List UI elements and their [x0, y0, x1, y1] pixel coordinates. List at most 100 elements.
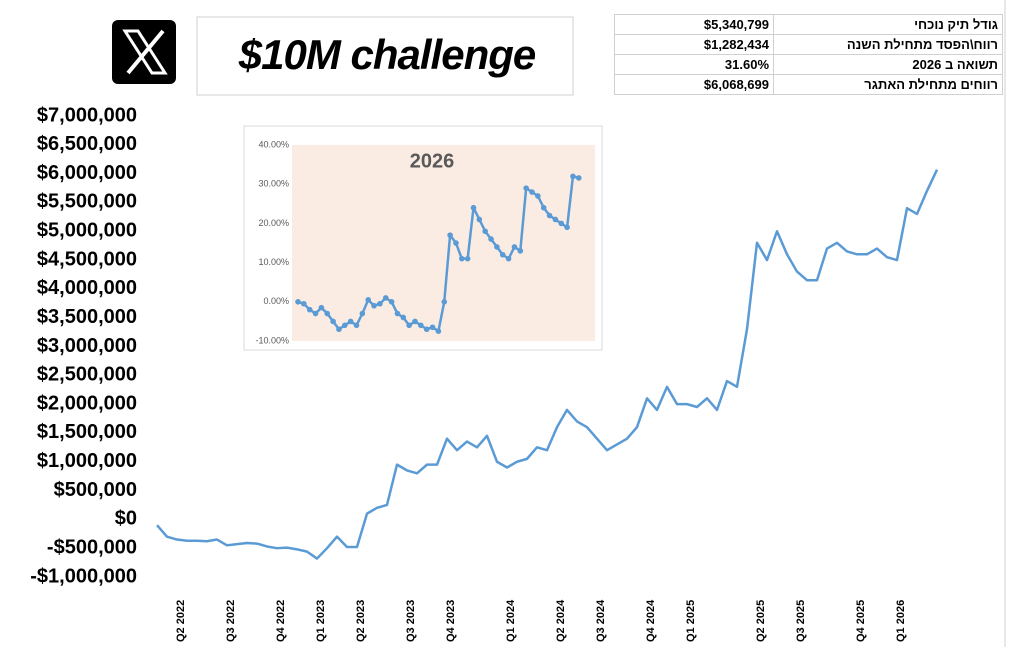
point [429, 324, 436, 331]
point [330, 318, 336, 325]
y-tick-label: $1,500,000 [37, 421, 137, 443]
table-row: $1,282,434 רווח\הפסד מתחילת השנה [614, 34, 1003, 55]
y-tick-label: 20.00% [258, 218, 289, 228]
point [570, 173, 576, 180]
table-cell: $1,282,434 [614, 34, 774, 55]
point [435, 328, 442, 335]
y-tick-label: 30.00% [258, 179, 289, 189]
point [324, 310, 331, 317]
table-cell: גודל תיק נוכחי [773, 14, 1003, 35]
point [412, 318, 418, 325]
x-tick-label: Q1 2025 [685, 600, 697, 642]
point [400, 314, 407, 321]
point [488, 236, 494, 242]
x-logo [112, 20, 176, 84]
point [564, 224, 570, 231]
x-tick-label: Q1 2023 [315, 600, 327, 642]
table-row: 31.60% תשואה ב 2026 [614, 54, 1003, 75]
x-tick-label: Q1 2026 [895, 600, 907, 642]
point [347, 318, 354, 325]
table-row: $6,068,699 רווחים מתחילת האתגר [614, 74, 1003, 95]
x-tick-label: Q4 2023 [445, 600, 457, 642]
point [377, 300, 383, 307]
point [464, 255, 471, 262]
table-cell: רווחים מתחילת האתגר [773, 74, 1003, 95]
y-tick-label: $5,000,000 [37, 220, 137, 242]
point [482, 228, 489, 235]
x-tick-label: Q2 2022 [175, 600, 187, 642]
point [365, 297, 372, 303]
y-tick-label: $5,500,000 [37, 191, 137, 213]
point [406, 322, 412, 329]
point [388, 299, 395, 305]
point [306, 306, 313, 313]
point [476, 216, 483, 223]
point [459, 255, 465, 262]
point [505, 255, 512, 262]
point [447, 232, 453, 238]
y-tick-label: $3,000,000 [37, 335, 137, 357]
point [394, 310, 401, 317]
point [535, 193, 541, 199]
point [441, 299, 448, 305]
point [494, 244, 500, 250]
table-cell: $6,068,699 [614, 74, 774, 95]
point [558, 220, 565, 227]
point [529, 189, 535, 195]
x-tick-label: Q2 2025 [755, 600, 767, 642]
y-tick-label: 40.00% [258, 139, 289, 149]
point [552, 216, 559, 223]
table-row: $5,340,799 גודל תיק נוכחי [614, 14, 1003, 35]
point [371, 302, 377, 309]
point [546, 212, 553, 219]
table-cell: $5,340,799 [614, 14, 774, 35]
table-cell: תשואה ב 2026 [773, 54, 1003, 75]
y-tick-label: $0 [115, 508, 137, 530]
point [499, 251, 506, 258]
title-box [196, 16, 574, 96]
y-tick-label: $2,500,000 [37, 364, 137, 386]
y-tick-label: 0.00% [263, 296, 289, 306]
x-tick-label: Q3 2024 [595, 599, 607, 642]
y-tick-label: -$1,000,000 [30, 565, 137, 587]
x-tick-label: Q3 2023 [405, 600, 417, 642]
x-tick-label: Q4 2022 [275, 600, 287, 642]
point [470, 204, 477, 211]
x-tick-label: Q4 2024 [645, 599, 657, 642]
point [336, 326, 342, 333]
series-line [156, 169, 939, 560]
point [318, 304, 325, 311]
point [359, 310, 366, 317]
inset-title: 2026 [410, 150, 455, 172]
point [453, 240, 459, 246]
y-tick-label: $6,500,000 [37, 133, 137, 155]
y-tick-label: $7,000,000 [37, 104, 137, 126]
point [301, 300, 307, 307]
point [295, 299, 301, 305]
y-tick-label: $3,500,000 [37, 306, 137, 328]
point [576, 175, 582, 181]
title: $10M challenge [238, 31, 536, 78]
point [418, 322, 424, 329]
x-tick-label: Q2 2023 [355, 600, 367, 642]
table-cell: רווח\הפסד מתחילת השנה [773, 34, 1003, 55]
x-tick-label: Q3 2022 [225, 600, 237, 642]
y-tick-label: $2,000,000 [37, 392, 137, 414]
point [517, 248, 524, 254]
point [511, 244, 518, 250]
y-tick-label: $500,000 [54, 479, 137, 501]
point [382, 295, 389, 301]
x-tick-label: Q1 2024 [505, 599, 517, 642]
summary-table: $5,340,799 גודל תיק נוכחי $1,282,434 רווח\ה… [614, 14, 1003, 95]
y-tick-label: -10.00% [255, 335, 289, 345]
point [423, 326, 430, 333]
point [342, 322, 348, 329]
y-tick-label: $4,500,000 [37, 248, 137, 270]
x-tick-label: Q3 2025 [795, 600, 807, 642]
x-tick-label: Q4 2025 [855, 600, 867, 642]
point [540, 204, 547, 211]
y-tick-label: $4,000,000 [37, 277, 137, 299]
x-tick-label: Q2 2024 [555, 599, 567, 642]
y-tick-label: 10.00% [258, 257, 289, 267]
